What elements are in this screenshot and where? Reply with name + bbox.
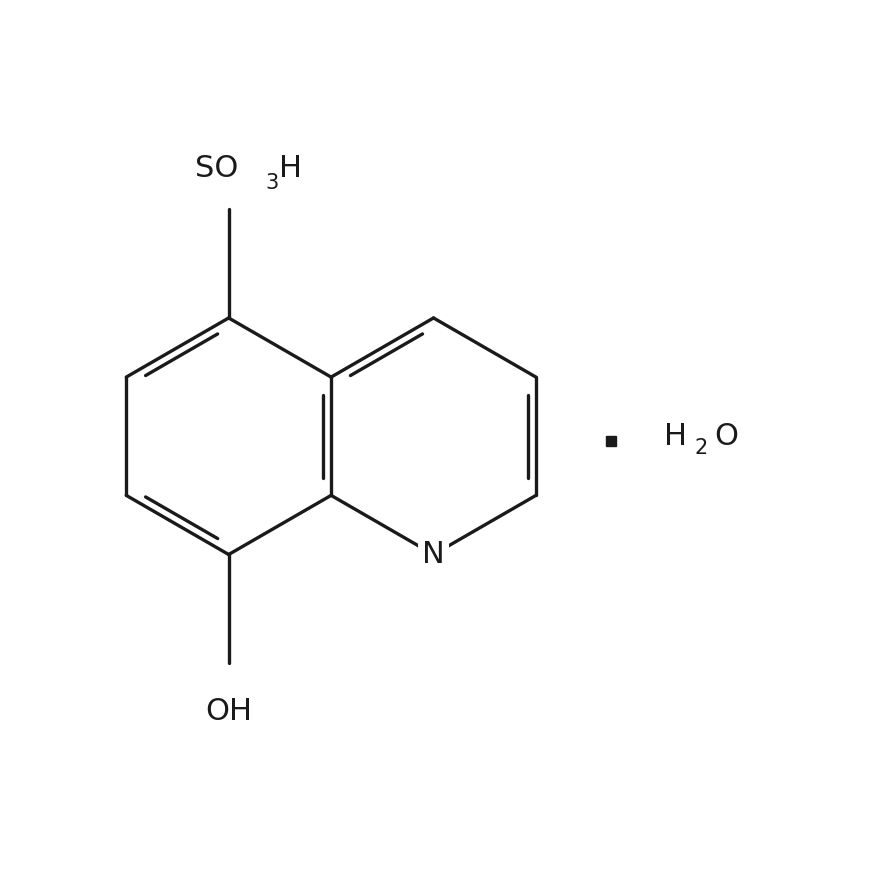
Text: H: H <box>279 154 302 182</box>
Text: 2: 2 <box>695 438 708 457</box>
Text: 3: 3 <box>265 174 279 193</box>
Text: SO: SO <box>196 154 239 182</box>
Text: OH: OH <box>206 697 252 725</box>
Text: O: O <box>714 422 738 450</box>
Text: N: N <box>422 540 445 569</box>
Text: H: H <box>664 422 687 450</box>
